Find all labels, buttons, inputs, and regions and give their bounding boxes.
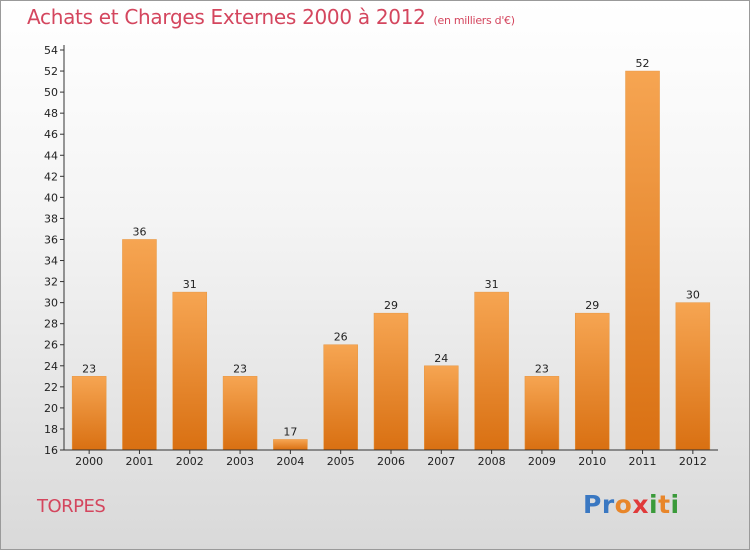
bar-value-label: 23: [233, 362, 247, 375]
logo-letter: t: [658, 490, 671, 519]
bar: [424, 365, 459, 451]
x-tick-label: 2007: [427, 455, 455, 468]
bar-value-label: 26: [334, 331, 348, 344]
title-text: Achats et Charges Externes 2000 à 2012: [27, 5, 426, 29]
y-tick-label: 36: [44, 233, 58, 246]
x-tick-label: 2010: [578, 455, 606, 468]
x-tick-label: 2006: [377, 455, 405, 468]
bar-value-label: 29: [585, 299, 599, 312]
bar-value-label: 36: [132, 225, 146, 238]
logo-letter: o: [614, 490, 633, 519]
bar: [625, 70, 660, 451]
y-tick-label: 30: [44, 297, 58, 310]
x-tick-label: 2000: [75, 455, 103, 468]
y-tick-label: 40: [44, 191, 58, 204]
proxiti-logo[interactable]: Proxiti: [583, 490, 680, 519]
y-tick-label: 54: [44, 44, 58, 57]
y-tick-label: 24: [44, 360, 58, 373]
bar: [474, 291, 509, 451]
x-tick-label: 2011: [629, 455, 657, 468]
y-tick-label: 16: [44, 444, 58, 457]
bar-value-label: 31: [485, 278, 499, 291]
y-tick-label: 20: [44, 402, 58, 415]
bar: [373, 312, 409, 451]
y-tick-label: 34: [44, 255, 58, 268]
title-unit: (en milliers d'€): [433, 14, 515, 27]
bar: [675, 302, 711, 451]
y-tick-label: 26: [44, 339, 58, 352]
y-tick-label: 38: [44, 212, 58, 225]
y-tick-label: 52: [44, 65, 58, 78]
y-tick-label: 44: [44, 149, 58, 162]
x-tick-label: 2012: [679, 455, 707, 468]
y-tick-label: 46: [44, 128, 58, 141]
x-tick-label: 2002: [176, 455, 204, 468]
bar-value-label: 30: [686, 289, 700, 302]
bar-value-label: 24: [434, 352, 448, 365]
bar: [172, 291, 208, 451]
y-tick-label: 22: [44, 381, 58, 394]
logo-letter: P: [583, 490, 602, 519]
bar-value-label: 23: [82, 362, 96, 375]
logo-letter: i: [670, 490, 680, 519]
y-tick-label: 18: [44, 423, 58, 436]
logo-letter: x: [632, 490, 649, 519]
y-tick-label: 48: [44, 107, 58, 120]
bar-value-label: 17: [283, 425, 297, 438]
bar: [323, 344, 358, 451]
bar: [273, 439, 308, 451]
y-tick-label: 42: [44, 170, 58, 183]
commune-name: TORPES: [37, 496, 106, 517]
x-tick-label: 2008: [478, 455, 506, 468]
bars-group: 23 36 31 23 17 26 29 24 31 23 29 52 30: [71, 57, 711, 451]
bar: [574, 312, 610, 451]
bar: [222, 376, 258, 451]
y-tick-label: 50: [44, 86, 58, 99]
bar-value-label: 29: [384, 299, 398, 312]
axes-group: 16 18 20 22 24 26 28 30 32 34 36 38 40 42 44 46 48 50 52 54…: [44, 44, 718, 468]
bar-value-label: 31: [183, 278, 197, 291]
bar-value-label: 52: [636, 57, 650, 70]
x-tick-label: 2009: [528, 455, 556, 468]
logo-letter: r: [601, 490, 615, 519]
bar: [524, 376, 560, 451]
y-tick-label: 32: [44, 276, 58, 289]
x-tick-label: 2005: [327, 455, 355, 468]
x-tick-label: 2004: [276, 455, 304, 468]
logo-letter: i: [649, 490, 659, 519]
bar: [71, 376, 107, 451]
bar: [122, 239, 157, 451]
chart-title: Achats et Charges Externes 2000 à 2012 (e…: [27, 5, 515, 29]
bar-value-label: 23: [535, 362, 549, 375]
x-tick-label: 2003: [226, 455, 254, 468]
x-tick-label: 2001: [125, 455, 153, 468]
y-tick-label: 28: [44, 318, 58, 331]
